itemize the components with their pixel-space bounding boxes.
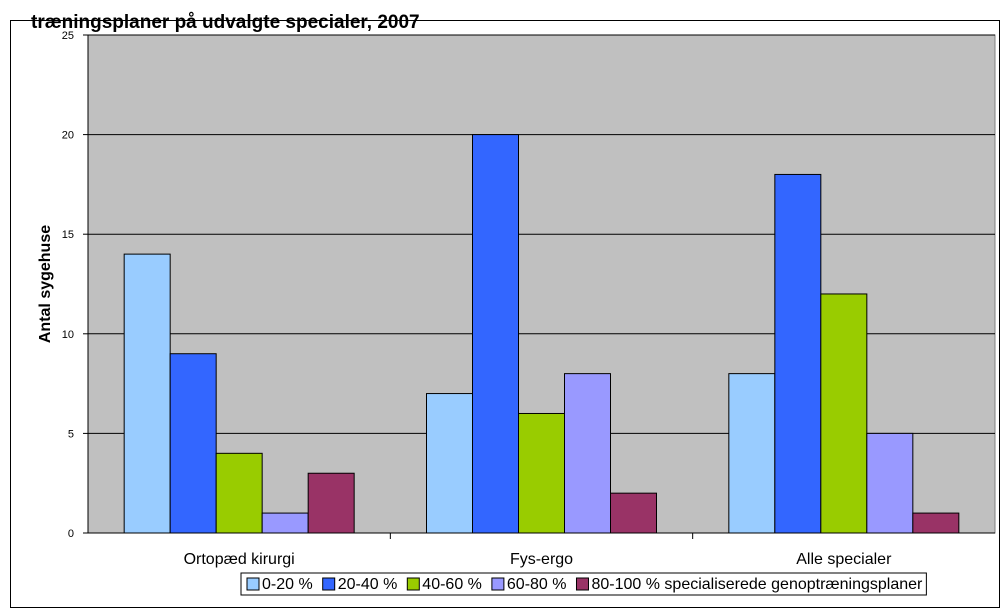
y-tick-label-0: 0 xyxy=(68,528,74,540)
bar-3-4 xyxy=(867,433,913,533)
bar-3-1 xyxy=(729,374,775,533)
legend: 0-20 % 20-40 % 40-60 % 60-80 % 80-100 % spec… xyxy=(241,573,926,595)
bar-2-3 xyxy=(519,413,565,533)
legend-label-2: 20-40 % xyxy=(338,576,398,593)
legend-swatch-5 xyxy=(576,578,588,590)
bar-1-1 xyxy=(124,254,170,533)
bar-2-2 xyxy=(473,135,519,533)
bar-2-4 xyxy=(565,374,611,533)
y-axis-title: Antal sygehuse xyxy=(37,225,54,343)
category-label-2: Fys-ergo xyxy=(510,551,573,568)
y-tick-label-15: 15 xyxy=(62,229,74,241)
y-tick-label-5: 5 xyxy=(68,428,74,440)
legend-label-4: 60-80 % xyxy=(507,576,567,593)
bar-1-2 xyxy=(170,354,216,533)
bar-1-5 xyxy=(308,473,354,533)
bar-2-5 xyxy=(611,493,657,533)
bar-3-3 xyxy=(821,294,867,533)
legend-swatch-2 xyxy=(323,578,335,590)
legend-label-5: 80-100 % specialiserede genoptræningspla… xyxy=(591,576,923,593)
legend-swatch-4 xyxy=(492,578,504,590)
legend-swatch-3 xyxy=(407,578,419,590)
y-tick-label-20: 20 xyxy=(62,130,74,142)
category-label-1: Ortopæd kirurgi xyxy=(184,551,295,568)
legend-label-1: 0-20 % xyxy=(262,576,313,593)
bar-1-4 xyxy=(262,513,308,533)
bar-3-5 xyxy=(913,513,959,533)
y-tick-label-25: 25 xyxy=(62,30,74,42)
legend-swatch-1 xyxy=(247,578,259,590)
legend-label-3: 40-60 % xyxy=(422,576,482,593)
category-label-3: Alle specialer xyxy=(796,551,892,568)
bar-2-1 xyxy=(427,394,473,533)
y-tick-label-10: 10 xyxy=(62,329,74,341)
bar-3-2 xyxy=(775,174,821,533)
bar-1-3 xyxy=(216,453,262,533)
